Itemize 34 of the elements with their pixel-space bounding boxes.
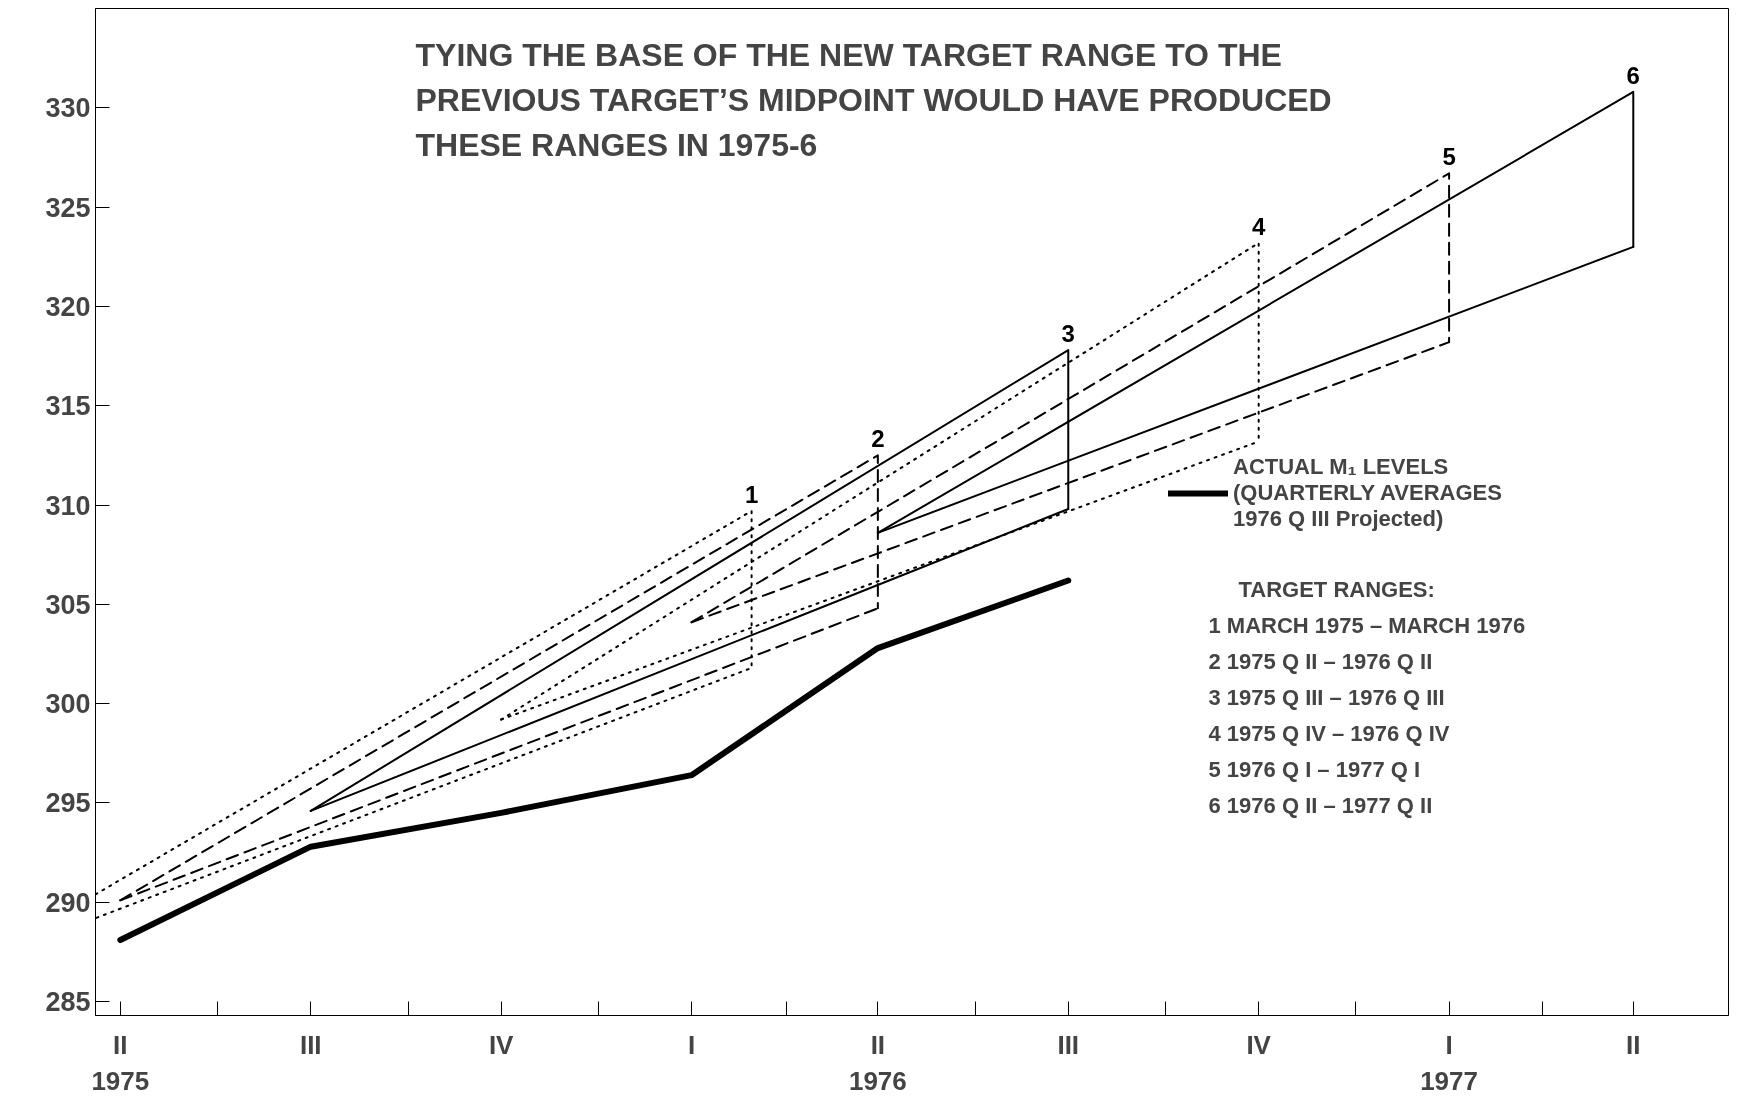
annotation: 3 1975 Q III – 1976 Q III: [1208, 685, 1445, 711]
annotation: 2 1975 Q II – 1976 Q II: [1208, 649, 1433, 675]
y-tick-label: 330: [45, 93, 91, 124]
series-label: 4: [1252, 212, 1266, 240]
annotation: 5 1976 Q I – 1977 Q I: [1208, 757, 1421, 783]
annotation: 1 MARCH 1975 – MARCH 1976: [1208, 613, 1526, 639]
y-tick-label: 305: [45, 589, 91, 620]
x-tick-label: II: [1626, 1029, 1641, 1060]
legend-label: ACTUAL M₁ LEVELS (QUARTERLY AVERAGES 1976 Q III Projected): [1233, 453, 1502, 532]
series-label: 5: [1442, 143, 1456, 171]
x-tick-label: III: [299, 1029, 322, 1060]
y-tick-label: 310: [45, 490, 91, 521]
series-label: 3: [1061, 320, 1075, 348]
series-label: 1: [744, 481, 759, 509]
x-tick-label: I: [687, 1029, 696, 1060]
series-label: 2: [871, 425, 885, 453]
x-tick-label: IV: [488, 1029, 515, 1060]
annotation: 6 1976 Q II – 1977 Q II: [1208, 793, 1433, 819]
x-tick-label: IV: [1246, 1029, 1272, 1060]
x-tick-label: II 1975: [91, 1029, 150, 1096]
annotation: TARGET RANGES:: [1238, 577, 1435, 603]
series-label: 6: [1626, 61, 1640, 89]
text: TYING THE BASE OF THE NEW TARGET RANGE TO THE PREVIOUS TARGET’S MIDPOINT WOULD HAVE PRODUCED THESE RANGES IN 1975-6: [415, 36, 1332, 163]
x-tick-label: I 1977: [1420, 1029, 1479, 1096]
y-tick-label: 320: [45, 291, 91, 322]
annotation: 4 1975 Q IV – 1976 Q IV: [1208, 721, 1450, 747]
y-tick-label: 300: [45, 689, 91, 720]
y-tick-label: 290: [45, 887, 91, 918]
x-tick-label: II 1976: [848, 1029, 907, 1096]
y-tick-label: 325: [45, 192, 91, 223]
y-tick-label: 285: [45, 987, 91, 1018]
y-tick-label: 315: [45, 391, 91, 422]
y-tick-label: 295: [45, 788, 91, 819]
x-tick-label: III: [1057, 1029, 1080, 1060]
